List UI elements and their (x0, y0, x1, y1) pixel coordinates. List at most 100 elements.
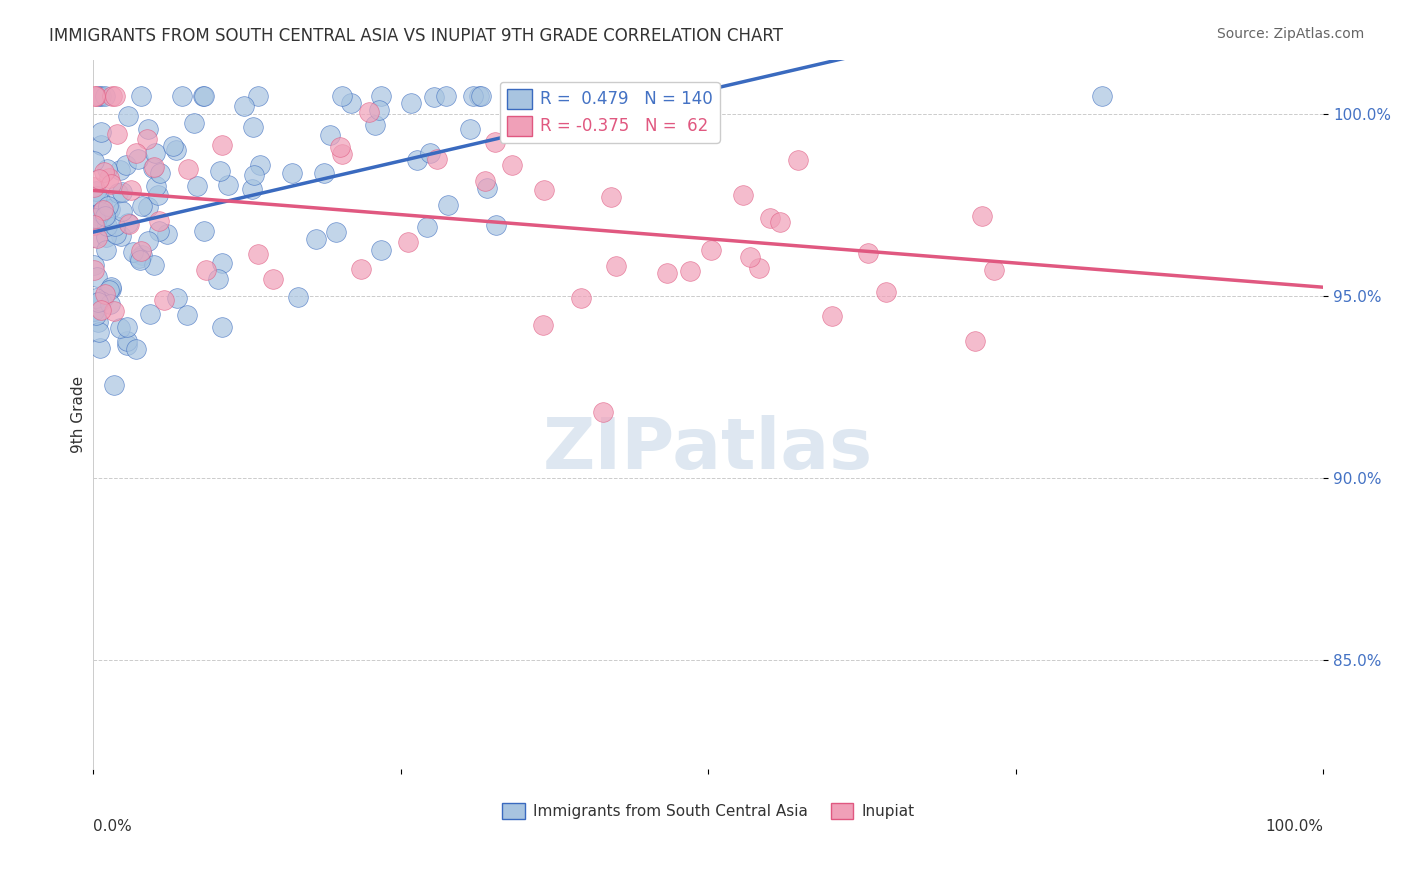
Point (83, 258, 105, 272)
Point (571, 291, 593, 305)
Point (983, 263, 1005, 277)
Point (139, 307, 162, 321)
Point (83, 153, 105, 168)
Point (103, 378, 125, 392)
Point (105, 128, 128, 142)
Point (136, 234, 159, 248)
Point (89, 205, 111, 219)
Point (89, 341, 111, 355)
Point (145, 179, 167, 194)
Point (83, 218, 105, 232)
Point (280, 166, 302, 180)
Point (87, 315, 110, 329)
Text: Source: ZipAtlas.com: Source: ZipAtlas.com (1216, 27, 1364, 41)
Point (148, 188, 170, 202)
Point (104, 219, 127, 234)
Point (136, 132, 159, 146)
Point (194, 262, 217, 277)
Point (156, 227, 179, 242)
Point (143, 146, 166, 161)
Point (583, 89, 606, 103)
Point (84, 89, 107, 103)
Point (90, 125, 112, 139)
Point (110, 228, 132, 243)
Point (548, 89, 571, 103)
Point (83, 179, 105, 194)
Point (115, 338, 138, 352)
Point (166, 291, 188, 305)
Point (370, 89, 392, 103)
Legend: R =  0.479   N = 140, R = -0.375   N =  62: R = 0.479 N = 140, R = -0.375 N = 62 (501, 82, 720, 143)
Point (118, 217, 141, 231)
Point (247, 247, 270, 261)
Point (136, 122, 159, 136)
Point (170, 89, 193, 103)
Point (87, 89, 110, 103)
Point (679, 263, 702, 277)
Point (131, 248, 153, 262)
Point (359, 105, 381, 120)
Point (84, 230, 107, 244)
Point (165, 144, 187, 158)
Point (142, 161, 165, 175)
Point (115, 334, 138, 348)
Point (89, 209, 111, 223)
Point (98, 202, 121, 216)
Point (769, 215, 792, 229)
Point (531, 318, 554, 333)
Point (90, 294, 112, 309)
Point (458, 122, 481, 136)
Point (129, 244, 152, 259)
Point (87, 325, 110, 339)
Point (83, 211, 105, 225)
Point (101, 89, 124, 103)
Point (89, 171, 111, 186)
Point (100, 280, 122, 294)
Point (91, 202, 114, 217)
Point (97, 199, 120, 213)
Point (858, 246, 880, 260)
Point (875, 285, 897, 299)
Point (217, 178, 239, 192)
Point (738, 250, 761, 264)
Point (233, 98, 256, 112)
Point (104, 89, 127, 103)
Point (436, 89, 458, 103)
Point (97, 171, 120, 186)
Point (972, 210, 994, 224)
Point (115, 319, 138, 334)
Point (368, 103, 391, 117)
Point (247, 89, 270, 103)
Point (262, 271, 284, 285)
Point (186, 178, 208, 193)
Point (84, 184, 107, 198)
Point (93, 165, 115, 179)
Point (98, 284, 121, 298)
Point (177, 161, 200, 176)
Point (93, 290, 115, 304)
Point (87, 295, 110, 310)
Point (90, 302, 112, 317)
Point (211, 320, 233, 334)
Point (131, 199, 153, 213)
Point (143, 161, 166, 175)
Point (107, 186, 129, 200)
Point (148, 214, 170, 228)
Point (84, 308, 107, 322)
Point (243, 169, 266, 183)
Point (115, 158, 138, 172)
Point (129, 252, 152, 267)
Point (242, 181, 264, 195)
Point (463, 89, 485, 103)
Point (287, 290, 309, 304)
Point (149, 166, 172, 180)
Text: 100.0%: 100.0% (1265, 819, 1323, 834)
Point (90, 205, 112, 219)
Point (94, 229, 117, 244)
Point (86, 270, 108, 285)
Point (128, 251, 150, 265)
Point (325, 225, 347, 239)
Point (699, 244, 721, 258)
Point (468, 89, 491, 103)
Point (94, 89, 117, 103)
